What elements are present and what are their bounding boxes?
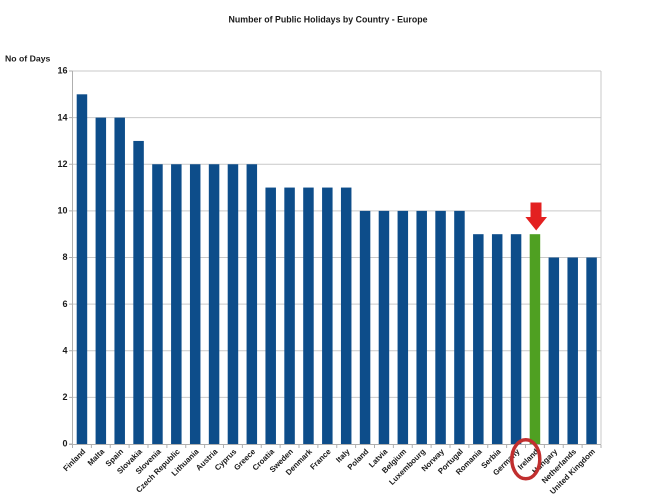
svg-text:6: 6 [62, 299, 67, 309]
svg-text:No of Days: No of Days [5, 54, 51, 64]
svg-text:Number of Public Holidays by C: Number of Public Holidays by Country - E… [229, 15, 428, 25]
svg-text:10: 10 [57, 206, 67, 216]
svg-text:14: 14 [57, 112, 67, 122]
svg-text:0: 0 [62, 439, 67, 449]
svg-text:4: 4 [62, 345, 67, 355]
svg-text:16: 16 [57, 66, 67, 76]
svg-text:8: 8 [62, 252, 67, 262]
svg-text:2: 2 [62, 392, 67, 402]
svg-text:12: 12 [57, 159, 67, 169]
